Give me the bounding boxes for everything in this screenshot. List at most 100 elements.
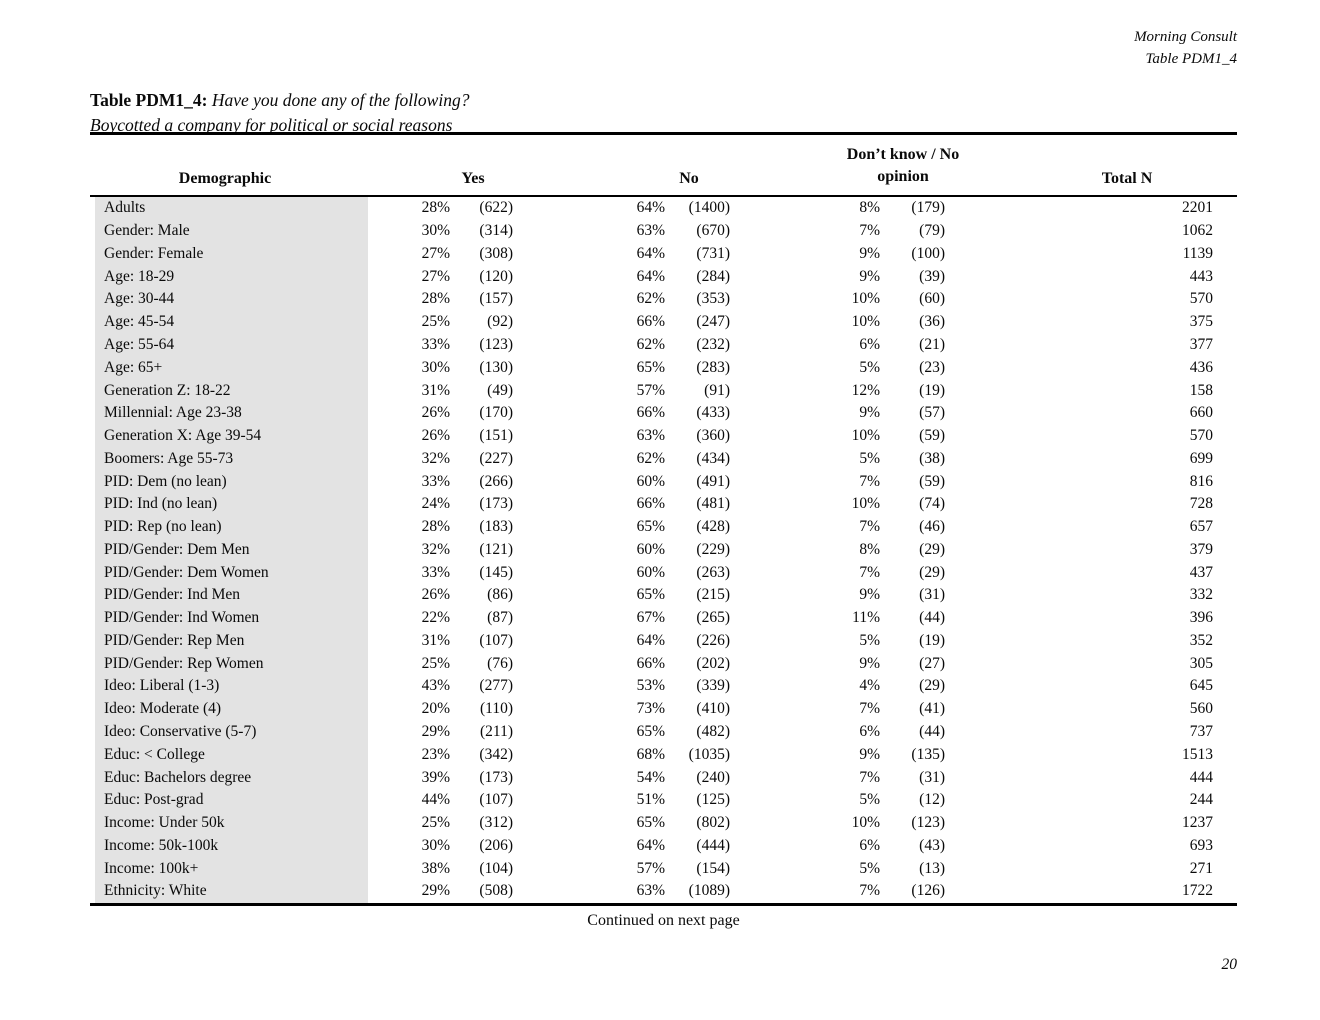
cell-no-n: (1400)	[688, 199, 730, 217]
cell-total-n: 660	[1189, 404, 1213, 422]
cell-yes-pct: 29%	[421, 722, 450, 740]
cell-demographic: PID: Ind (no lean)	[90, 492, 368, 516]
cell-no-pct: 60%	[636, 540, 665, 558]
cell-no-pct: 64%	[636, 631, 665, 649]
cell-dk-n: (29)	[919, 677, 945, 695]
table-row: PID/Gender: Ind Women 22% (87) 67% (265)…	[90, 606, 1237, 630]
table-row: Adults 28% (622) 64% (1400) 8% (179) 220…	[90, 197, 1237, 220]
cell-dk-n: (13)	[919, 859, 945, 877]
cell-demographic: Educ: Bachelors degree	[90, 766, 368, 789]
table-row: Income: 100k+ 38% (104) 57% (154) 5% (13…	[90, 857, 1237, 880]
cell-total-n: 375	[1189, 313, 1213, 331]
header-yes: Yes	[461, 170, 485, 187]
cell-total-n: 1722	[1182, 882, 1213, 900]
cell-yes-pct: 44%	[421, 791, 450, 809]
cell-dk-n: (41)	[919, 700, 945, 718]
header-dont-know: Don’t know / No opinion	[847, 144, 959, 188]
cell-demographic: Ideo: Moderate (4)	[90, 697, 368, 721]
demographic-label: Income: 50k-100k	[95, 834, 368, 858]
cell-yes-n: (173)	[479, 768, 513, 786]
table-title-question: Have you done any of the following?	[211, 90, 470, 110]
cell-total-n: 1237	[1182, 814, 1213, 832]
cell-dk-n: (31)	[919, 768, 945, 786]
cell-no-pct: 64%	[636, 244, 665, 262]
demographic-label: PID/Gender: Rep Women	[95, 652, 368, 676]
demographic-label: PID/Gender: Dem Men	[95, 538, 368, 562]
cell-dk-pct: 9%	[859, 404, 880, 422]
cell-demographic: Income: Under 50k	[90, 811, 368, 835]
cell-dk-pct: 9%	[859, 267, 880, 285]
cell-dk-n: (126)	[911, 882, 945, 900]
table-row: Age: 45-54 25% (92) 66% (247) 10% (36) 3…	[90, 310, 1237, 334]
cell-yes-n: (120)	[479, 267, 513, 285]
cell-total-n: 728	[1189, 495, 1213, 513]
cell-yes-pct: 30%	[421, 222, 450, 240]
cell-yes-pct: 24%	[421, 495, 450, 513]
demographic-label: Generation X: Age 39-54	[95, 424, 368, 448]
cell-demographic: Millennial: Age 23-38	[90, 401, 368, 425]
header-dont-know-line1: Don’t know / No	[846, 146, 960, 163]
cell-dk-pct: 6%	[859, 836, 880, 854]
cell-demographic: PID/Gender: Ind Women	[90, 606, 368, 630]
cell-demographic: Adults	[90, 197, 368, 220]
cell-dk-pct: 9%	[859, 244, 880, 262]
cell-dk-pct: 6%	[859, 335, 880, 353]
cell-dk-pct: 5%	[859, 791, 880, 809]
cell-no-n: (283)	[696, 358, 730, 376]
header-total-n: Total N	[1101, 170, 1153, 187]
cell-yes-pct: 30%	[421, 358, 450, 376]
cell-yes-pct: 26%	[421, 427, 450, 445]
running-header: Morning Consult Table PDM1_4	[1134, 26, 1237, 70]
cell-no-n: (360)	[696, 427, 730, 445]
cell-dk-n: (27)	[919, 654, 945, 672]
cell-total-n: 699	[1189, 449, 1213, 467]
table-row: Ideo: Moderate (4) 20% (110) 73% (410) 7…	[90, 697, 1237, 721]
demographic-label: PID/Gender: Dem Women	[95, 561, 368, 585]
demographic-label: Millennial: Age 23-38	[95, 401, 368, 425]
cell-total-n: 305	[1189, 654, 1213, 672]
table-row: Educ: Post-grad 44% (107) 51% (125) 5% (…	[90, 788, 1237, 812]
cell-total-n: 2201	[1182, 199, 1213, 217]
cell-yes-pct: 25%	[421, 313, 450, 331]
cell-yes-pct: 28%	[421, 290, 450, 308]
cell-no-n: (433)	[696, 404, 730, 422]
cell-yes-n: (277)	[479, 677, 513, 695]
cell-no-pct: 60%	[636, 563, 665, 581]
table-title-subject: Boycotted a company for political or soc…	[90, 115, 453, 135]
cell-yes-pct: 27%	[421, 267, 450, 285]
demographic-label: Age: 30-44	[95, 288, 368, 311]
cell-demographic: Ethnicity: White	[90, 879, 368, 903]
cell-dk-pct: 12%	[851, 381, 880, 399]
table-row: Educ: Bachelors degree 39% (173) 54% (24…	[90, 766, 1237, 789]
table-title-label: Table PDM1_4:	[90, 90, 208, 110]
cell-yes-n: (622)	[479, 199, 513, 217]
cell-demographic: Age: 45-54	[90, 310, 368, 334]
cell-dk-pct: 10%	[851, 313, 880, 331]
cell-no-pct: 54%	[636, 768, 665, 786]
demographic-label: Adults	[95, 197, 368, 220]
cell-dk-n: (23)	[919, 358, 945, 376]
table-header-row: Demographic Yes No Don’t know / No opinio…	[90, 135, 1237, 197]
table-row: Generation X: Age 39-54 26% (151) 63% (3…	[90, 424, 1237, 448]
cell-yes-pct: 43%	[421, 677, 450, 695]
cell-no-n: (265)	[696, 609, 730, 627]
table-row: PID/Gender: Dem Women 33% (145) 60% (263…	[90, 561, 1237, 585]
cell-dk-n: (59)	[919, 472, 945, 490]
cell-demographic: Income: 100k+	[90, 857, 368, 880]
cell-no-n: (202)	[696, 654, 730, 672]
cell-demographic: Boomers: Age 55-73	[90, 447, 368, 471]
demographic-label: Age: 65+	[95, 356, 368, 380]
cell-no-n: (263)	[696, 563, 730, 581]
cell-dk-pct: 10%	[851, 814, 880, 832]
cell-dk-n: (100)	[911, 244, 945, 262]
table-body: Adults 28% (622) 64% (1400) 8% (179) 220…	[90, 197, 1237, 903]
cell-dk-n: (57)	[919, 404, 945, 422]
cell-yes-pct: 33%	[421, 335, 450, 353]
cell-dk-pct: 10%	[851, 427, 880, 445]
cell-total-n: 1513	[1182, 745, 1213, 763]
cell-demographic: Age: 18-29	[90, 265, 368, 289]
cell-yes-pct: 38%	[421, 859, 450, 877]
cell-total-n: 1139	[1182, 244, 1213, 262]
cell-no-pct: 62%	[636, 335, 665, 353]
cell-dk-n: (135)	[911, 745, 945, 763]
